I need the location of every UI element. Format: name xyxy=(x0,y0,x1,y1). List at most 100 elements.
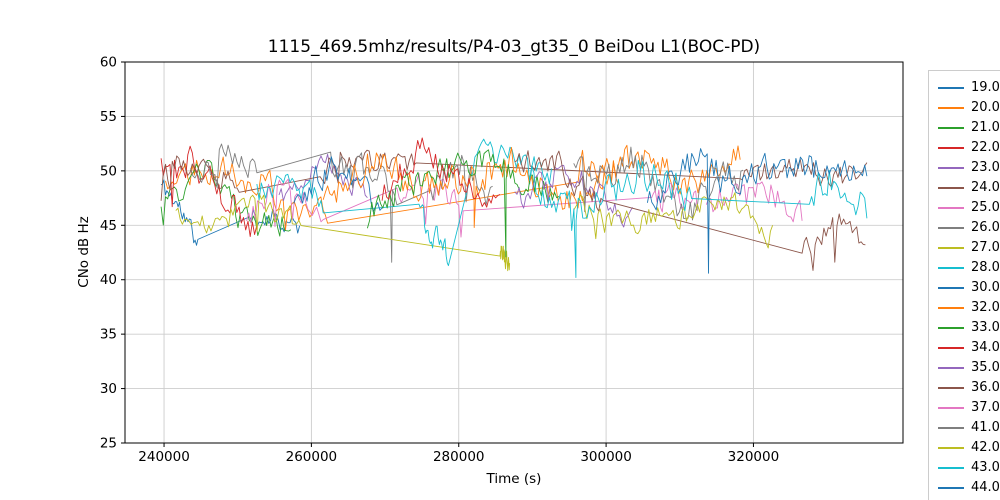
legend-line-sample xyxy=(938,287,964,289)
legend-item-label: 36.0 xyxy=(971,380,1000,395)
legend-line-sample xyxy=(938,407,964,409)
series-line-41.0 xyxy=(573,146,744,221)
legend-line-sample xyxy=(938,187,964,189)
legend-line-sample xyxy=(938,247,964,249)
legend-line-sample xyxy=(938,347,964,349)
legend-item-label: 44.0 xyxy=(971,480,1000,495)
grid xyxy=(125,61,903,444)
legend-item: 34.0 xyxy=(938,338,1000,358)
legend-item: 28.0 xyxy=(938,258,1000,278)
legend-item: 43.0 xyxy=(938,458,1000,478)
legend-item: 30.0 xyxy=(938,278,1000,298)
legend-item-label: 32.0 xyxy=(971,300,1000,315)
legend-line-sample xyxy=(938,207,964,209)
x-tick-label: 240000 xyxy=(138,449,190,465)
y-axis-label: CNo dB Hz xyxy=(76,216,92,288)
legend-line-sample xyxy=(938,107,964,109)
legend-item-label: 34.0 xyxy=(971,340,1000,355)
legend-item-label: 19.0 xyxy=(971,80,1000,95)
legend-item: 20.0 xyxy=(938,98,1000,118)
series-line-37.0 xyxy=(705,181,803,223)
series-line-33.0 xyxy=(366,149,560,258)
legend-item-label: 21.0 xyxy=(971,120,1000,135)
legend-item: 27.0 xyxy=(938,238,1000,258)
y-tick-label: 30 xyxy=(100,381,117,397)
y-tick-label: 60 xyxy=(100,55,117,71)
legend-item-label: 20.0 xyxy=(971,100,1000,115)
legend-item: 33.0 xyxy=(938,318,1000,338)
series-line-30.0 xyxy=(293,156,383,213)
x-tick-label: 260000 xyxy=(286,449,338,465)
legend-line-sample xyxy=(938,427,964,429)
y-tick-label: 45 xyxy=(100,218,117,234)
legend-item-label: 24.0 xyxy=(971,180,1000,195)
y-tick-label: 50 xyxy=(100,163,117,179)
legend-item-label: 35.0 xyxy=(971,360,1000,375)
legend-line-sample xyxy=(938,147,964,149)
y-tick-label: 35 xyxy=(100,327,117,343)
legend-item-label: 37.0 xyxy=(971,400,1000,415)
legend-item: 19.0 xyxy=(938,78,1000,98)
legend-line-sample xyxy=(938,447,964,449)
legend-item: 21.0 xyxy=(938,118,1000,138)
series-line-44.0 xyxy=(646,148,868,274)
legend-line-sample xyxy=(938,387,964,389)
x-tick-label: 280000 xyxy=(433,449,485,465)
legend-item: 36.0 xyxy=(938,378,1000,398)
legend-item-label: 22.0 xyxy=(971,140,1000,155)
legend-item-label: 23.0 xyxy=(971,160,1000,175)
series-line-20.0 xyxy=(165,144,741,231)
legend-item: 26.0 xyxy=(938,218,1000,238)
series-line-19.0 xyxy=(160,179,301,246)
legend-item-label: 33.0 xyxy=(971,320,1000,335)
legend-line-sample xyxy=(938,327,964,329)
legend-item-label: 41.0 xyxy=(971,420,1000,435)
axes-frame xyxy=(124,61,904,444)
legend-line-sample xyxy=(938,487,964,489)
legend-item: 24.0 xyxy=(938,178,1000,198)
legend-item-label: 42.0 xyxy=(971,440,1000,455)
legend-line-sample xyxy=(938,227,964,229)
legend-item: 44.0 xyxy=(938,478,1000,498)
series-group xyxy=(160,137,868,278)
legend-item-label: 43.0 xyxy=(971,460,1000,475)
legend-line-sample xyxy=(938,267,964,269)
legend-item-label: 27.0 xyxy=(971,240,1000,255)
legend-item: 42.0 xyxy=(938,438,1000,458)
y-tick-label: 25 xyxy=(100,436,117,452)
y-tick-label: 55 xyxy=(100,109,117,125)
legend-line-sample xyxy=(938,467,964,469)
series-line-23.0 xyxy=(278,153,368,202)
x-tick-label: 300000 xyxy=(580,449,632,465)
legend-line-sample xyxy=(938,367,964,369)
legend-line-sample xyxy=(938,167,964,169)
ticks: 240000 260000 280000 300000 320000 25 30 35 40 45… xyxy=(100,55,779,466)
legend-item-label: 25.0 xyxy=(971,200,1000,215)
legend-line-sample xyxy=(938,127,964,129)
legend-item-label: 26.0 xyxy=(971,220,1000,235)
legend-item: 32.0 xyxy=(938,298,1000,318)
x-axis-label: Time (s) xyxy=(486,471,542,487)
legend-item: 25.0 xyxy=(938,198,1000,218)
legend: 19.0 20.0 21.0 22.0 23.0 24.0 25.0 26.0 27.0 28.0… xyxy=(928,70,1000,500)
series-line-21.0 xyxy=(160,160,292,237)
legend-line-sample xyxy=(938,307,964,309)
series-line-34.0 xyxy=(381,137,501,208)
legend-item: 37.0 xyxy=(938,398,1000,418)
series-line-27.0 xyxy=(175,193,511,272)
series-line-24.0 xyxy=(160,149,868,201)
legend-item-label: 28.0 xyxy=(971,260,1000,275)
series-line-36.0 xyxy=(514,150,866,271)
legend-line-sample xyxy=(938,87,964,89)
y-tick-label: 40 xyxy=(100,272,117,288)
legend-item-label: 30.0 xyxy=(971,280,1000,295)
legend-item: 22.0 xyxy=(938,138,1000,158)
chart-title: 1115_469.5mhz/results/P4-03_gt35_0 BeiDo… xyxy=(267,37,761,57)
x-tick-label: 320000 xyxy=(728,449,780,465)
series-line-26.0 xyxy=(190,143,493,263)
legend-item: 41.0 xyxy=(938,418,1000,438)
legend-item: 23.0 xyxy=(938,158,1000,178)
legend-item: 35.0 xyxy=(938,358,1000,378)
